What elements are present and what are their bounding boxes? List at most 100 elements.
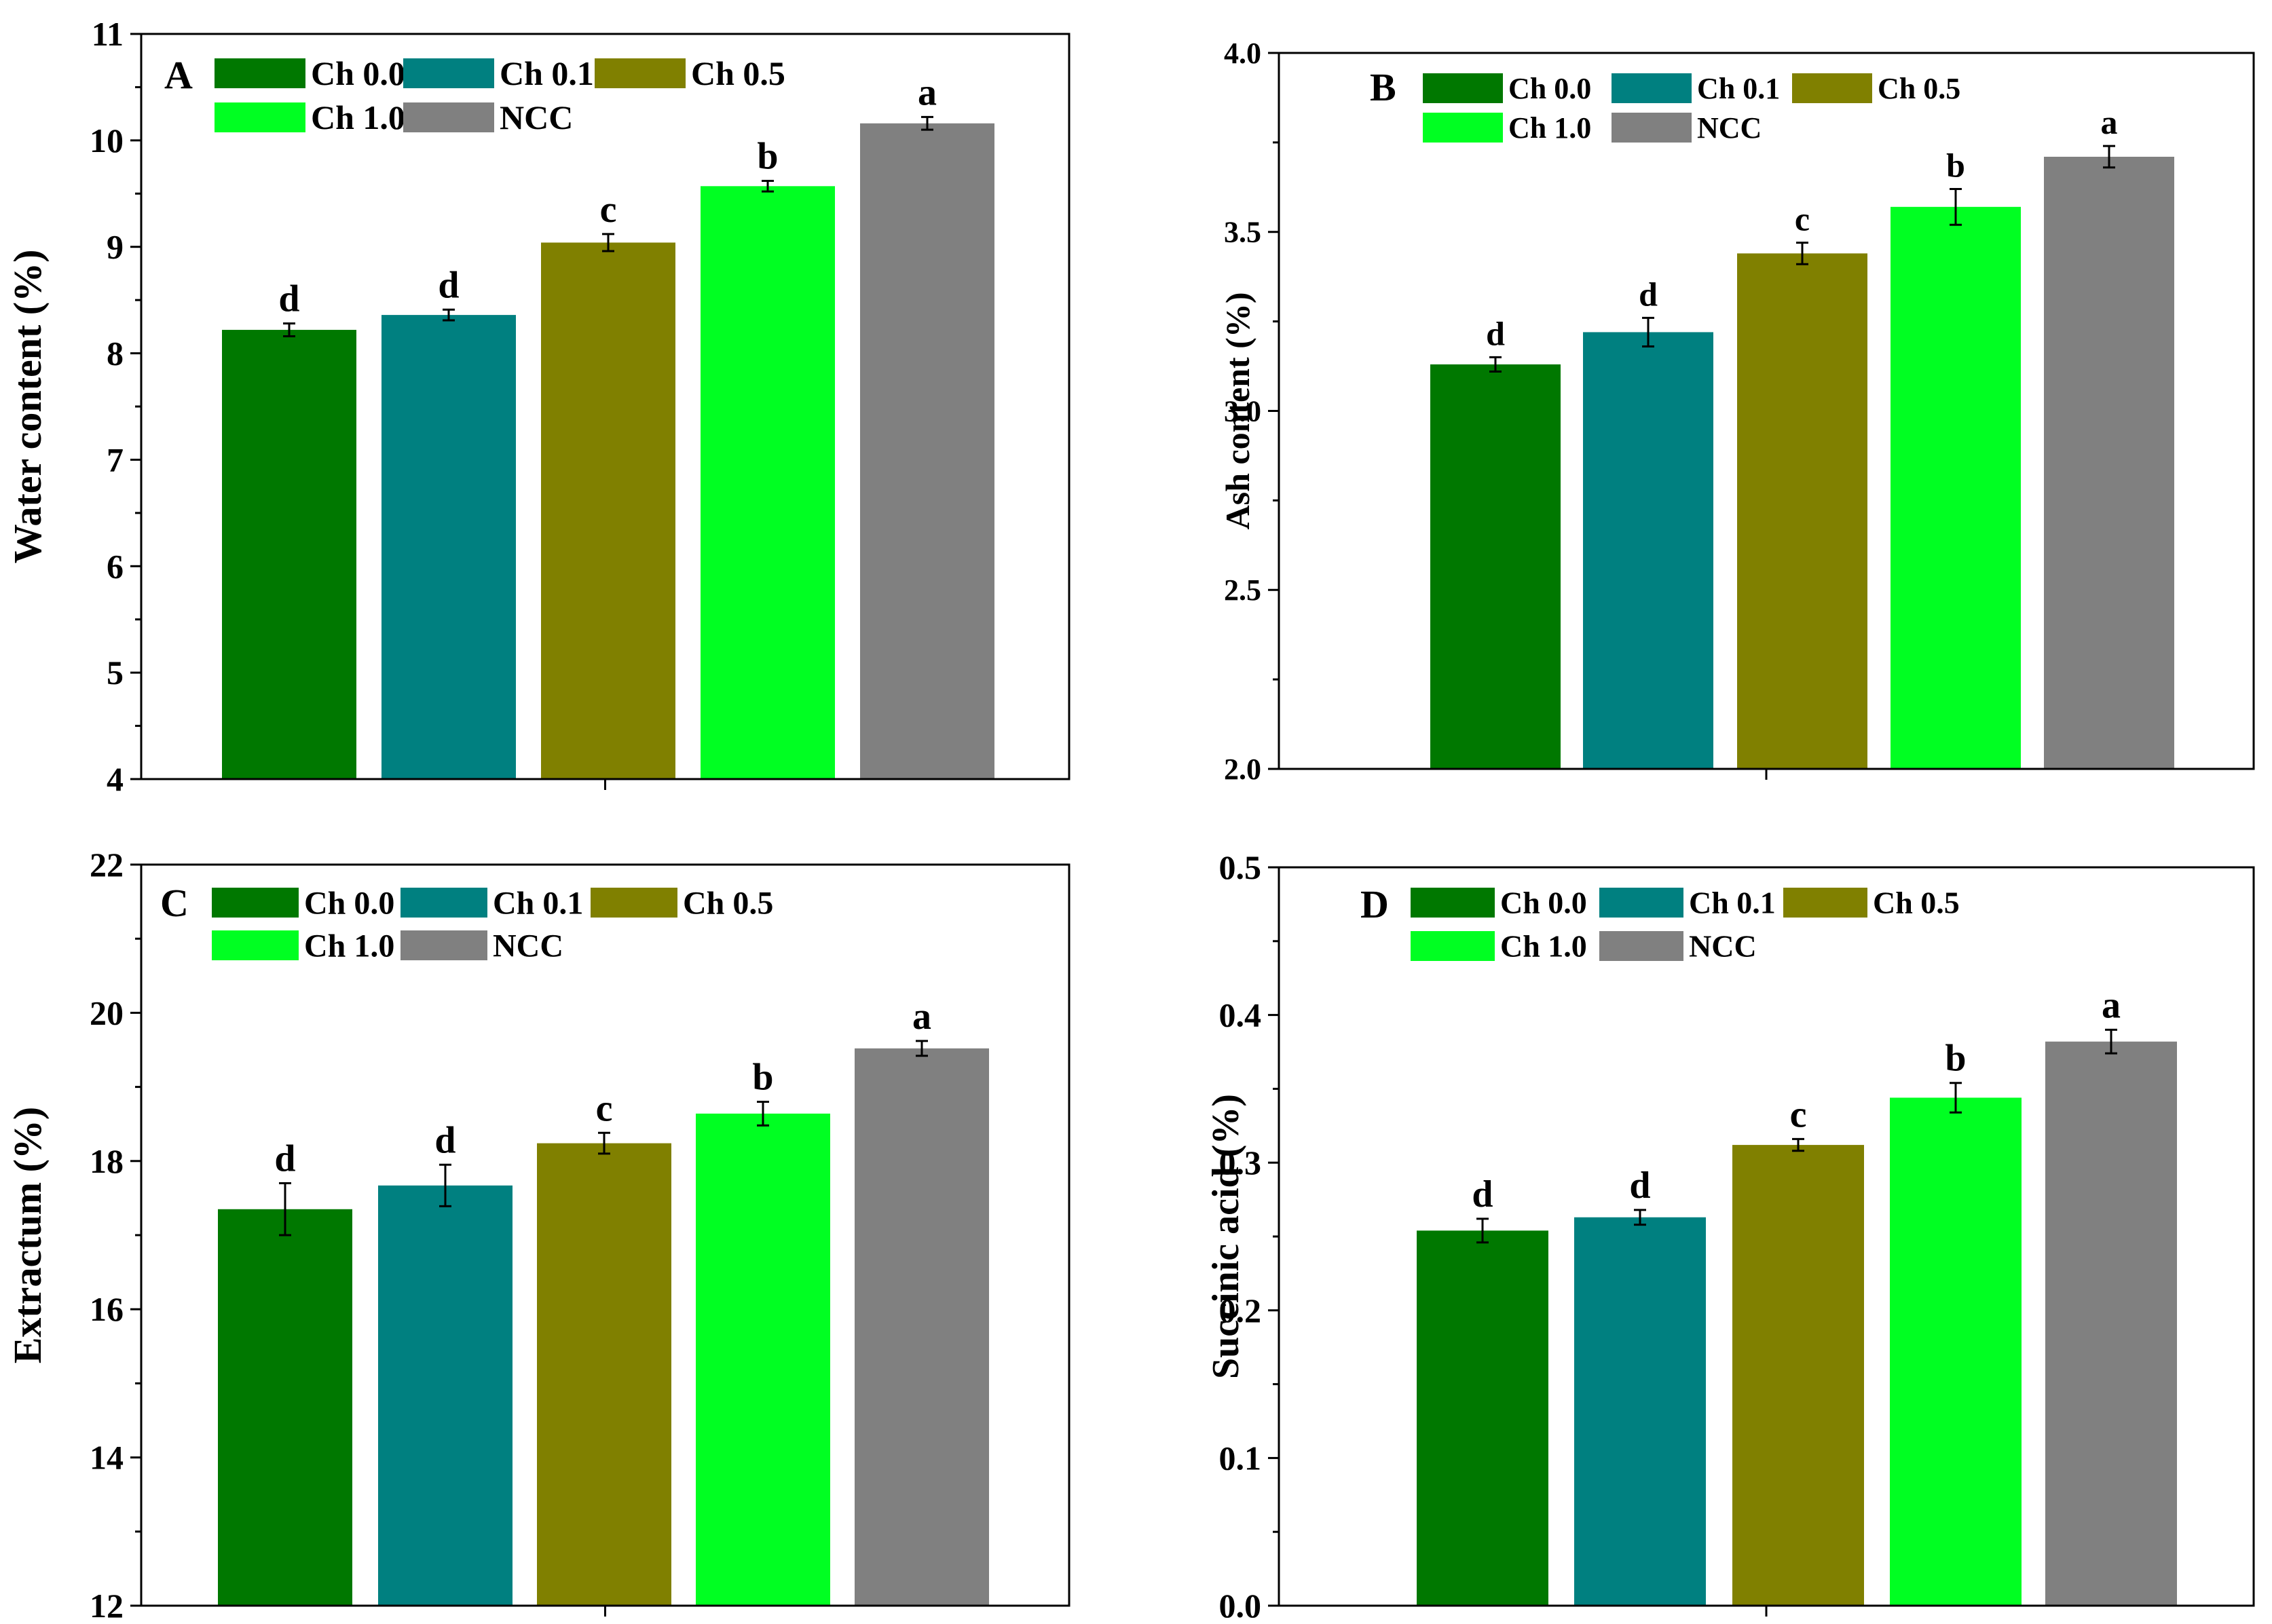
legend-swatch xyxy=(212,888,299,918)
y-tick-label: 2.0 xyxy=(1224,753,1261,786)
legend-label: Ch 0.1 xyxy=(1689,886,1776,920)
legend-label: Ch 0.1 xyxy=(1697,72,1780,105)
error-bar xyxy=(1489,356,1502,373)
error-bar xyxy=(1950,1082,1962,1114)
panel-label: B xyxy=(1370,65,1396,109)
bar-ch-1-0 xyxy=(696,1113,830,1606)
legend-swatch xyxy=(215,58,305,88)
y-tick-label: 7 xyxy=(107,440,124,478)
y-tick-label: 11 xyxy=(92,15,124,53)
y-axis-label: Water content (%) xyxy=(5,250,50,564)
y-tick-label: 9 xyxy=(107,228,124,266)
y-tick-label: 6 xyxy=(107,547,124,585)
legend: Ch 0.0 Ch 0.1 Ch 0.5 Ch 1.0 NCC xyxy=(1423,72,1960,145)
y-tick-label: 5 xyxy=(107,654,124,692)
y-tick-label: 14 xyxy=(90,1439,124,1477)
legend-label: NCC xyxy=(500,98,573,136)
significance-letter: b xyxy=(757,135,778,177)
legend-label: Ch 1.0 xyxy=(304,928,394,964)
legend-label: NCC xyxy=(493,928,563,964)
legend-swatch xyxy=(595,58,686,88)
legend-label: Ch 0.5 xyxy=(1873,886,1960,920)
y-tick-label: 18 xyxy=(90,1142,124,1180)
bar-ncc xyxy=(2044,156,2174,770)
y-tick-label: 0.1 xyxy=(1219,1439,1262,1477)
error-bar xyxy=(1476,1217,1489,1244)
legend-swatch xyxy=(591,888,677,918)
significance-letter: d xyxy=(1639,275,1658,313)
legend-swatch xyxy=(1599,931,1683,961)
legend-label: Ch 0.5 xyxy=(691,54,785,92)
significance-letter: d xyxy=(1472,1173,1493,1215)
legend-swatch xyxy=(1423,73,1503,103)
chart-panel-b: d d c b a 2.0 2.5 3.0 3.5 4.0 Ash content (%) B Ch 0… xyxy=(1218,37,2255,786)
error-bar xyxy=(598,1131,610,1155)
bar-ch-1-0 xyxy=(701,186,835,779)
y-tick-label: 10 xyxy=(90,121,124,159)
significance-letter: d xyxy=(434,1119,455,1161)
legend-swatch xyxy=(1783,888,1867,918)
y-tick-label: 4 xyxy=(107,760,124,798)
error-bar xyxy=(439,1163,451,1207)
significance-letter: d xyxy=(438,264,459,306)
bar-ch-0-0 xyxy=(218,1209,352,1606)
bar-ch-0-1 xyxy=(1583,332,1713,769)
significance-letter: a xyxy=(918,71,937,113)
legend: Ch 0.0 Ch 0.1 Ch 0.5 Ch 1.0 NCC xyxy=(1411,886,1960,964)
y-tick-label: 3.5 xyxy=(1224,216,1261,249)
y-tick-label: 0.5 xyxy=(1219,848,1262,886)
error-bar xyxy=(916,1040,928,1057)
significance-letter: b xyxy=(752,1056,773,1098)
legend-label: Ch 0.5 xyxy=(683,885,773,921)
legend-swatch xyxy=(403,58,494,88)
bar-ch-0-0 xyxy=(222,330,356,779)
legend-label: Ch 0.0 xyxy=(1500,886,1587,920)
legend-swatch xyxy=(401,888,487,918)
significance-letter: a xyxy=(912,996,931,1038)
error-bar xyxy=(602,233,614,252)
error-bar xyxy=(1634,1209,1646,1226)
y-tick-label: 4.0 xyxy=(1224,37,1261,70)
legend-label: Ch 1.0 xyxy=(1500,929,1587,964)
bar-ncc xyxy=(855,1048,989,1606)
significance-letter: a xyxy=(2101,103,2118,141)
bar-ch-0-0 xyxy=(1417,1230,1548,1606)
legend-swatch xyxy=(212,930,299,960)
y-axis-label: Extractum (%) xyxy=(5,1107,50,1364)
panel-label: A xyxy=(164,53,193,97)
y-tick-label: 16 xyxy=(90,1290,124,1328)
error-bar xyxy=(921,115,933,131)
bar-ch-1-0 xyxy=(1890,1097,2022,1606)
y-tick-label: 0.0 xyxy=(1219,1587,1262,1621)
y-tick-label: 0.4 xyxy=(1219,996,1262,1034)
legend-label: NCC xyxy=(1697,111,1762,145)
legend: Ch 0.0 Ch 0.1 Ch 0.5 Ch 1.0 NCC xyxy=(212,885,773,964)
error-bar xyxy=(283,322,295,337)
error-bar xyxy=(443,308,455,322)
y-tick-label: 2.5 xyxy=(1224,573,1261,607)
legend-swatch xyxy=(1792,73,1872,103)
chart-panel-d: d d c b a 0.0 0.1 0.2 0.3 0.4 0.5 Succinic acid (%)… xyxy=(1205,848,2255,1624)
error-bar xyxy=(2105,1028,2117,1055)
bar-ch-1-0 xyxy=(1891,206,2021,769)
significance-letter: d xyxy=(1629,1165,1650,1207)
error-bar xyxy=(1792,1137,1804,1152)
bar-ncc xyxy=(860,123,994,779)
panel-label: C xyxy=(160,881,189,925)
y-tick-label: 3.0 xyxy=(1224,394,1261,428)
significance-letter: b xyxy=(1946,146,1965,184)
legend-label: Ch 0.0 xyxy=(311,54,405,92)
y-tick-label: 0.2 xyxy=(1219,1291,1262,1329)
bar-ch-0-5 xyxy=(541,242,675,779)
significance-letter: d xyxy=(278,278,299,320)
bar-ch-0-0 xyxy=(1430,364,1561,769)
legend-swatch xyxy=(1411,888,1495,918)
significance-letter: a xyxy=(2102,984,2121,1026)
bar-ch-0-5 xyxy=(537,1143,671,1606)
error-bar xyxy=(757,1100,769,1127)
y-tick-label: 0.3 xyxy=(1219,1144,1262,1182)
